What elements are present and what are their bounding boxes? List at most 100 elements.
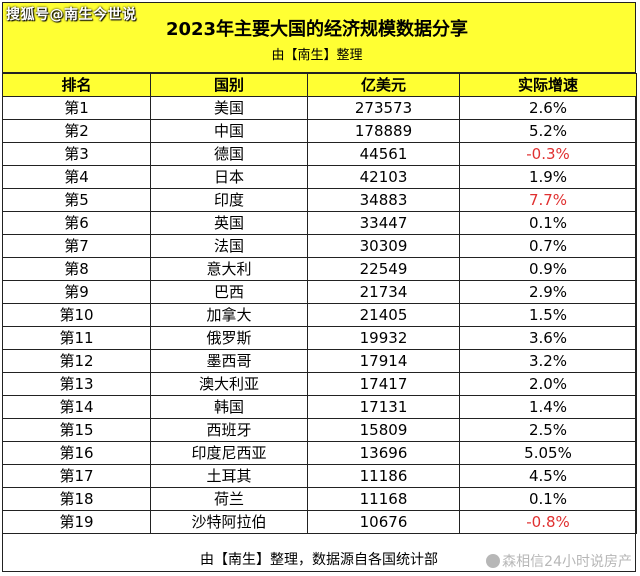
table-row: 第14 韩国 17131 1.4% bbox=[2, 395, 637, 419]
country-cell: 印度尼西亚 bbox=[150, 441, 308, 465]
gdp-cell: 42103 bbox=[307, 165, 460, 189]
rank-cell: 第7 bbox=[2, 234, 151, 258]
gdp-cell: 15809 bbox=[307, 418, 460, 442]
growth-cell: 4.5% bbox=[459, 464, 637, 488]
country-cell: 西班牙 bbox=[150, 418, 308, 442]
table-row: 第18 荷兰 11168 0.1% bbox=[2, 487, 637, 511]
table-row: 第8 意大利 22549 0.9% bbox=[2, 257, 637, 281]
country-cell: 墨西哥 bbox=[150, 349, 308, 373]
weibo-logo-icon bbox=[486, 554, 501, 568]
watermark-bottom: 森相信24小时说房产 bbox=[486, 551, 632, 571]
growth-cell: -0.8% bbox=[459, 510, 637, 534]
table-row: 第7 法国 30309 0.7% bbox=[2, 234, 637, 258]
country-cell: 俄罗斯 bbox=[150, 326, 308, 350]
country-cell: 巴西 bbox=[150, 280, 308, 304]
table-row: 第13 澳大利亚 17417 2.0% bbox=[2, 372, 637, 396]
rank-cell: 第18 bbox=[2, 487, 151, 511]
table-row: 第4 日本 42103 1.9% bbox=[2, 165, 637, 189]
rank-cell: 第14 bbox=[2, 395, 151, 419]
title-band bbox=[2, 2, 636, 73]
rank-cell: 第1 bbox=[2, 96, 151, 120]
country-cell: 中国 bbox=[150, 119, 308, 143]
country-cell: 印度 bbox=[150, 188, 308, 212]
gdp-cell: 178889 bbox=[307, 119, 460, 143]
rank-cell: 第5 bbox=[2, 188, 151, 212]
rank-cell: 第4 bbox=[2, 165, 151, 189]
table-header-row: 排名 国别 亿美元 实际增速 bbox=[2, 73, 637, 97]
growth-cell: 3.2% bbox=[459, 349, 637, 373]
rank-cell: 第6 bbox=[2, 211, 151, 235]
table-row: 第17 土耳其 11186 4.5% bbox=[2, 464, 637, 488]
country-cell: 加拿大 bbox=[150, 303, 308, 327]
country-cell: 英国 bbox=[150, 211, 308, 235]
table-row: 第15 西班牙 15809 2.5% bbox=[2, 418, 637, 442]
country-cell: 澳大利亚 bbox=[150, 372, 308, 396]
country-cell: 土耳其 bbox=[150, 464, 308, 488]
gdp-cell: 17914 bbox=[307, 349, 460, 373]
gdp-cell: 30309 bbox=[307, 234, 460, 258]
rank-cell: 第9 bbox=[2, 280, 151, 304]
table-row: 第5 印度 34883 7.7% bbox=[2, 188, 637, 212]
page-title: 2023年主要大国的经济规模数据分享 bbox=[165, 19, 469, 40]
rank-cell: 第13 bbox=[2, 372, 151, 396]
table-row: 第19 沙特阿拉伯 10676 -0.8% bbox=[2, 510, 637, 534]
country-cell: 美国 bbox=[150, 96, 308, 120]
gdp-cell: 10676 bbox=[307, 510, 460, 534]
rank-cell: 第16 bbox=[2, 441, 151, 465]
growth-cell: 1.4% bbox=[459, 395, 637, 419]
growth-cell: 2.5% bbox=[459, 418, 637, 442]
growth-cell: 0.9% bbox=[459, 257, 637, 281]
header-country: 国别 bbox=[150, 73, 308, 97]
gdp-cell: 34883 bbox=[307, 188, 460, 212]
gdp-cell: 17131 bbox=[307, 395, 460, 419]
table-row: 第3 德国 44561 -0.3% bbox=[2, 142, 637, 166]
table-row: 第11 俄罗斯 19932 3.6% bbox=[2, 326, 637, 350]
rank-cell: 第17 bbox=[2, 464, 151, 488]
country-cell: 法国 bbox=[150, 234, 308, 258]
watermark-top: 搜狐号@南生今世说 bbox=[6, 7, 137, 23]
growth-cell: 0.1% bbox=[459, 487, 637, 511]
gdp-table: 排名 国别 亿美元 实际增速 第1 美国 273573 2.6% 第2 中国 178889 5… bbox=[2, 73, 637, 534]
rank-cell: 第8 bbox=[2, 257, 151, 281]
rank-cell: 第19 bbox=[2, 510, 151, 534]
table-row: 第2 中国 178889 5.2% bbox=[2, 119, 637, 143]
rank-cell: 第12 bbox=[2, 349, 151, 373]
growth-cell: 2.6% bbox=[459, 96, 637, 120]
table-row: 第12 墨西哥 17914 3.2% bbox=[2, 349, 637, 373]
table-body: 第1 美国 273573 2.6% 第2 中国 178889 5.2% 第3 德国 44561 -0.… bbox=[2, 96, 637, 534]
growth-cell: 3.6% bbox=[459, 326, 637, 350]
rank-cell: 第11 bbox=[2, 326, 151, 350]
country-cell: 沙特阿拉伯 bbox=[150, 510, 308, 534]
header-gdp: 亿美元 bbox=[307, 73, 460, 97]
table-row: 第16 印度尼西亚 13696 5.05% bbox=[2, 441, 637, 465]
rank-cell: 第15 bbox=[2, 418, 151, 442]
header-rank: 排名 bbox=[2, 73, 151, 97]
table-row: 第1 美国 273573 2.6% bbox=[2, 96, 637, 120]
growth-cell: 5.05% bbox=[459, 441, 637, 465]
page-subtitle: 由【南生】整理 bbox=[271, 48, 363, 63]
gdp-cell: 11186 bbox=[307, 464, 460, 488]
country-cell: 荷兰 bbox=[150, 487, 308, 511]
growth-cell: 0.1% bbox=[459, 211, 637, 235]
growth-cell: 5.2% bbox=[459, 119, 637, 143]
gdp-cell: 17417 bbox=[307, 372, 460, 396]
gdp-cell: 21405 bbox=[307, 303, 460, 327]
table-row: 第6 英国 33447 0.1% bbox=[2, 211, 637, 235]
country-cell: 日本 bbox=[150, 165, 308, 189]
growth-cell: 2.0% bbox=[459, 372, 637, 396]
growth-cell: 7.7% bbox=[459, 188, 637, 212]
country-cell: 德国 bbox=[150, 142, 308, 166]
country-cell: 意大利 bbox=[150, 257, 308, 281]
growth-cell: -0.3% bbox=[459, 142, 637, 166]
table-row: 第9 巴西 21734 2.9% bbox=[2, 280, 637, 304]
gdp-cell: 33447 bbox=[307, 211, 460, 235]
table-row: 第10 加拿大 21405 1.5% bbox=[2, 303, 637, 327]
country-cell: 韩国 bbox=[150, 395, 308, 419]
footer-note: 由【南生】整理，数据源自各国统计部 bbox=[200, 552, 438, 568]
rank-cell: 第3 bbox=[2, 142, 151, 166]
gdp-cell: 44561 bbox=[307, 142, 460, 166]
gdp-cell: 19932 bbox=[307, 326, 460, 350]
rank-cell: 第10 bbox=[2, 303, 151, 327]
gdp-cell: 13696 bbox=[307, 441, 460, 465]
gdp-cell: 22549 bbox=[307, 257, 460, 281]
